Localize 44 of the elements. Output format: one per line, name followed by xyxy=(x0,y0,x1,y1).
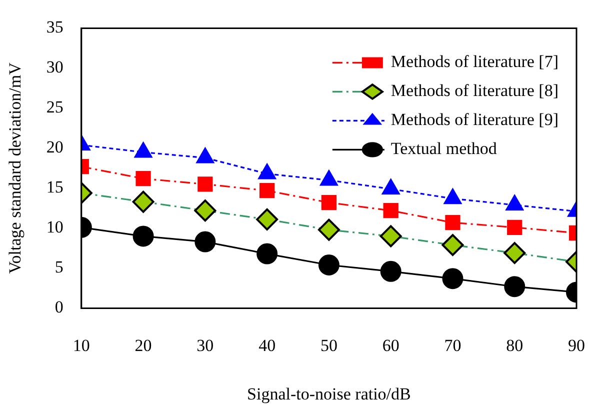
point xyxy=(504,276,526,298)
legend-label: Textual method xyxy=(390,139,498,158)
point xyxy=(198,176,213,192)
x-tick-label: 50 xyxy=(320,336,338,355)
x-axis-title: Signal-to-noise ratio/dB xyxy=(247,384,411,404)
x-tick-label: 40 xyxy=(258,336,276,355)
y-tick-label: 15 xyxy=(46,178,64,197)
point xyxy=(504,242,526,264)
x-tick-label: 10 xyxy=(72,336,90,355)
point xyxy=(132,226,154,247)
point xyxy=(380,260,402,282)
point xyxy=(318,254,340,276)
point xyxy=(321,195,337,210)
point xyxy=(442,234,464,256)
point xyxy=(256,243,278,264)
x-tick-label: 70 xyxy=(444,336,462,355)
point xyxy=(194,200,216,222)
point xyxy=(442,268,464,290)
point xyxy=(318,218,340,241)
y-tick-label: 25 xyxy=(46,98,64,117)
point xyxy=(136,171,151,186)
y-tick-label: 35 xyxy=(46,18,64,37)
legend-label: Methods of literature [8] xyxy=(390,81,559,100)
point xyxy=(507,220,522,235)
y-tick-label: 5 xyxy=(54,258,64,277)
point xyxy=(259,183,275,198)
point xyxy=(132,190,154,213)
y-axis-title: Voltage standard deviation/mV xyxy=(6,62,25,274)
point xyxy=(256,208,278,230)
legend-label: Methods of literature [7] xyxy=(390,52,559,72)
y-tick-label: 30 xyxy=(46,58,64,77)
y-tick-label: 0 xyxy=(54,298,64,317)
y-tick-label: 10 xyxy=(46,218,64,237)
point xyxy=(194,231,216,252)
y-tick-label: 20 xyxy=(46,138,64,157)
point xyxy=(383,203,398,218)
x-tick-label: 30 xyxy=(196,336,214,355)
point xyxy=(445,215,460,230)
x-tick-label: 90 xyxy=(568,336,585,355)
legend-label: Methods of literature [9] xyxy=(390,110,559,130)
x-tick-label: 20 xyxy=(134,336,152,355)
point xyxy=(380,225,402,248)
x-tick-label: 80 xyxy=(506,336,524,355)
x-tick-label: 60 xyxy=(382,336,400,355)
